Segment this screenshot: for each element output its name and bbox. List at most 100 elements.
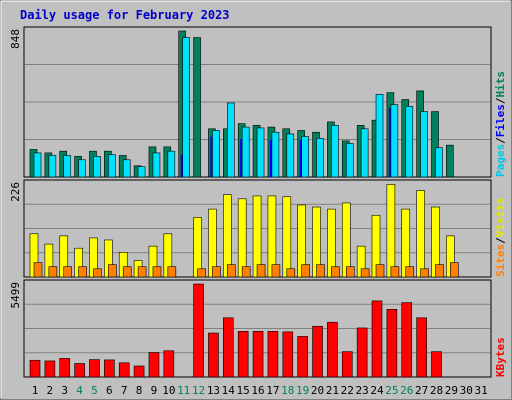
sites-bar — [197, 268, 206, 278]
x-tick-label: 25 — [385, 384, 398, 397]
pages-bar — [390, 104, 399, 178]
kbytes-side-legend: KBytes — [494, 337, 507, 377]
x-tick-label: 24 — [370, 384, 384, 397]
kbytes-bar — [118, 362, 130, 378]
x-tick-label: 16 — [251, 384, 264, 397]
kbytes-bar — [416, 317, 427, 378]
pages-bar — [33, 152, 42, 178]
legend-pages: Pages — [494, 144, 507, 177]
legend-separator: / — [494, 137, 507, 144]
sites-bar — [93, 268, 102, 278]
sites-bar — [331, 266, 340, 278]
kbytes-bar — [74, 363, 85, 378]
kbytes-bar — [148, 352, 160, 378]
visits-ymax-label: 226 — [9, 182, 22, 202]
legend-kbytes: KBytes — [494, 337, 507, 377]
visits-bar — [237, 198, 247, 278]
pages-bar — [375, 94, 384, 178]
sites-bar — [256, 264, 266, 278]
x-tick-label: 23 — [356, 384, 369, 397]
chart-title: Daily usage for February 2023 — [20, 8, 230, 22]
x-tick-label: 10 — [162, 384, 175, 397]
x-tick-label: 31 — [474, 384, 487, 397]
visits-bar — [193, 217, 202, 278]
sites-bar — [212, 266, 221, 278]
kbytes-bar — [252, 331, 264, 378]
x-tick-label: 7 — [121, 384, 128, 397]
visits-side-legend: Sites/Visits — [494, 198, 507, 278]
sites-bar — [48, 266, 58, 278]
pages-bar — [435, 147, 443, 178]
x-tick-label: 6 — [106, 384, 113, 397]
pages-bar — [93, 156, 101, 178]
sites-bar — [316, 264, 325, 278]
kbytes-bar — [89, 359, 100, 378]
x-tick-label: 3 — [61, 384, 68, 397]
bars-layer — [25, 30, 490, 378]
sites-bar — [241, 266, 251, 278]
labels-layer: 848Pages/Files/Hits226Sites/Visits5499KB… — [9, 29, 507, 397]
x-tick-label: 5 — [91, 384, 98, 397]
kbytes-bar — [237, 331, 249, 378]
x-tick-label: 21 — [326, 384, 339, 397]
pages-bar — [420, 111, 428, 178]
pages-bar — [271, 131, 280, 178]
pages-bar — [360, 128, 369, 178]
x-tick-label: 13 — [207, 384, 220, 397]
kbytes-bar — [282, 331, 294, 378]
x-tick-label: 30 — [460, 384, 473, 397]
pages-bar — [212, 130, 220, 178]
x-tick-label: 4 — [76, 384, 83, 397]
pages-bar — [122, 159, 131, 178]
sites-bar — [435, 264, 444, 278]
sites-bar — [63, 266, 73, 278]
kbytes-bar — [44, 360, 56, 378]
sites-bar — [390, 266, 400, 278]
sites-bar — [78, 266, 87, 278]
x-tick-label: 20 — [311, 384, 324, 397]
x-tick-label: 22 — [341, 384, 354, 397]
x-tick-label: 29 — [445, 384, 458, 397]
kbytes-bar — [356, 327, 368, 378]
sites-bar — [375, 264, 385, 278]
pages-bar — [405, 106, 414, 178]
kbytes-bar — [327, 321, 338, 378]
legend-separator: / — [494, 237, 507, 244]
visits-bar — [282, 196, 292, 278]
kbytes-bar — [193, 283, 204, 378]
kbytes-bar — [297, 336, 308, 378]
kbytes-bar — [386, 309, 398, 378]
pages-bar — [301, 136, 309, 178]
hits-ymax-label: 848 — [9, 29, 22, 49]
x-tick-label: 2 — [47, 384, 54, 397]
pages-bar — [63, 155, 72, 178]
sites-bar — [227, 264, 236, 278]
sites-bar — [167, 266, 177, 278]
sites-bar — [108, 264, 117, 278]
hits-bar — [446, 144, 454, 178]
sites-bar — [360, 268, 370, 278]
legend-hits: Hits — [494, 71, 507, 98]
kbytes-bar — [29, 359, 41, 378]
pages-bar — [256, 127, 265, 178]
kbytes-bar — [401, 302, 413, 378]
kbytes-bar — [104, 359, 115, 378]
kbytes-bar — [267, 331, 279, 378]
kbytes-bar — [312, 325, 323, 378]
legend-sites: Sites — [494, 244, 507, 277]
x-tick-label: 18 — [281, 384, 294, 397]
sites-bar — [405, 266, 415, 278]
visits-bar — [341, 202, 351, 278]
x-tick-label: 27 — [415, 384, 428, 397]
kbytes-bar — [371, 300, 383, 378]
pages-bar — [241, 126, 250, 178]
pages-bar — [286, 133, 295, 178]
sites-bar — [450, 262, 459, 278]
pages-bar — [78, 159, 86, 178]
x-tick-label: 1 — [32, 384, 39, 397]
hits-side-legend: Pages/Files/Hits — [494, 71, 507, 177]
x-tick-label: 9 — [151, 384, 158, 397]
pages-bar — [167, 150, 176, 178]
kbytes-bar — [163, 350, 175, 378]
pages-bar — [331, 125, 339, 178]
